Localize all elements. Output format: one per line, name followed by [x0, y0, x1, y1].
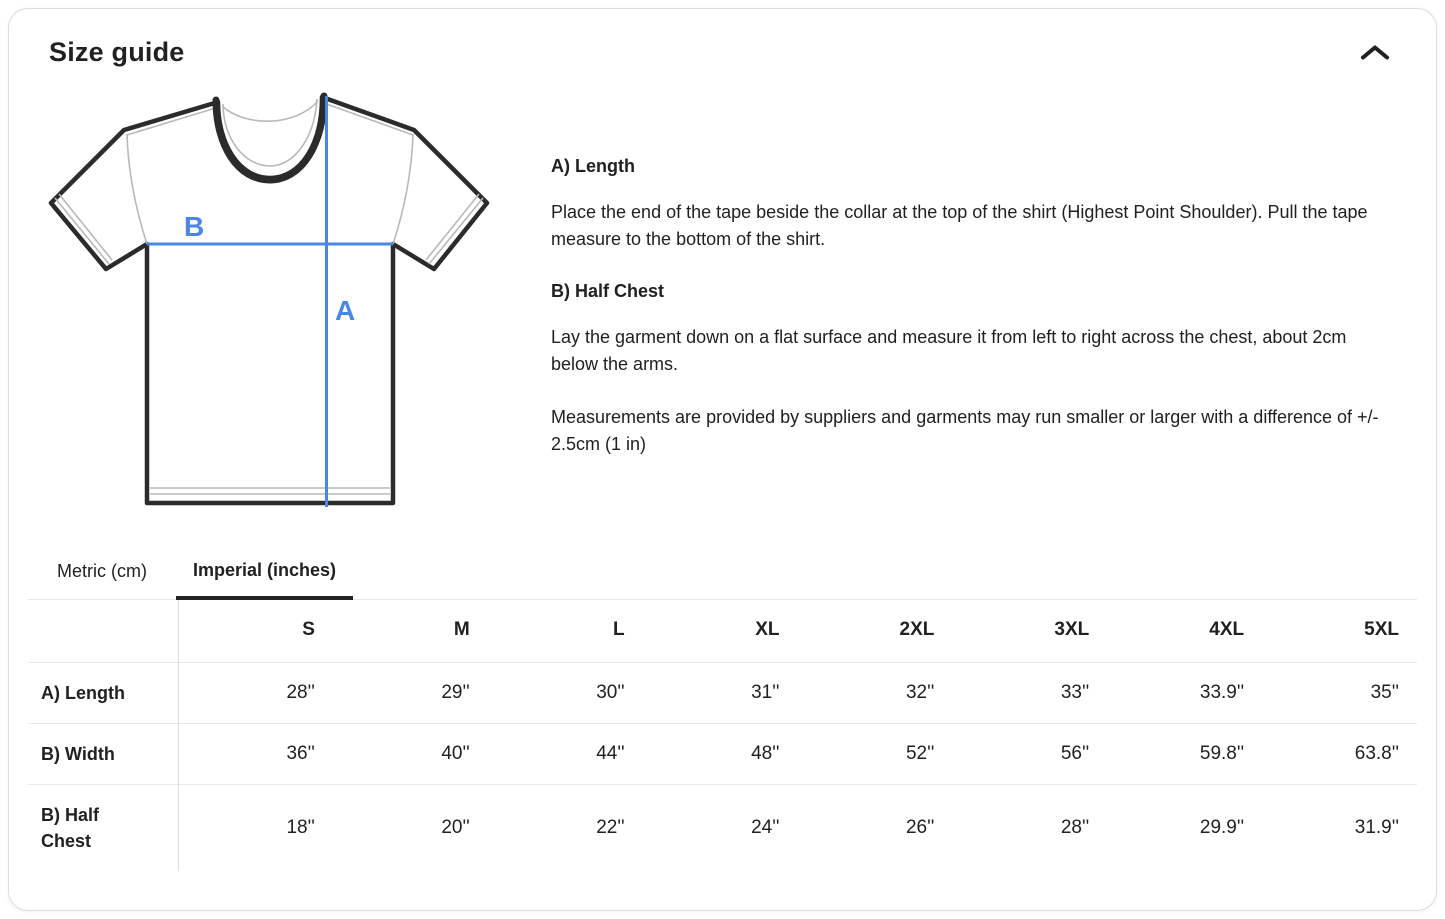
size-column-header: 4XL [1209, 619, 1245, 640]
size-value-cell: 33.9'' [1199, 682, 1245, 703]
size-value-cell: 44'' [596, 743, 625, 764]
size-column-header: S [302, 619, 315, 640]
collar-band [212, 92, 328, 184]
collapse-button[interactable] [1354, 38, 1396, 68]
measurement-lines [147, 96, 393, 507]
size-value-cell: 29'' [441, 682, 470, 703]
chevron-up-icon [1361, 45, 1389, 59]
size-row-label: A) Length [28, 662, 179, 724]
size-table-body: A) Length 28'' 29'' 30'' 31'' 32'' 33'' 33.9'' 3… [28, 662, 1417, 871]
seam-details [54, 98, 484, 495]
instruction-heading-half-chest: B) Half Chest [551, 281, 665, 301]
size-column-header: 2XL [899, 619, 935, 640]
size-table-row: A) Length 28'' 29'' 30'' 31'' 32'' 33'' 33.9'' 3… [28, 662, 1417, 724]
tshirt-diagram: B A [39, 86, 499, 519]
size-value-cell: 48'' [751, 743, 780, 764]
tab-metric[interactable]: Metric (cm) [28, 546, 176, 599]
size-value-cell: 18'' [286, 817, 315, 838]
size-value-cell: 59.8'' [1199, 743, 1245, 764]
size-value-cell: 30'' [596, 682, 625, 703]
size-table-header: S M L XL 2XL 3XL 4XL 5XL [28, 600, 1417, 663]
page-title: Size guide [49, 37, 185, 67]
size-value-cell: 31'' [751, 682, 780, 703]
size-table-corner-cell [28, 600, 179, 663]
size-value-cell: 33'' [1060, 682, 1090, 703]
size-row-label: B) Half Chest [28, 784, 179, 871]
unit-tabs: Metric (cm) Imperial (inches) [28, 545, 1417, 600]
tshirt-outline [48, 94, 490, 506]
size-value-cell: 40'' [441, 743, 470, 764]
measurement-label-b: B [184, 211, 204, 242]
size-column-header: M [453, 619, 470, 640]
measurement-instructions: A) Length Place the end of the tape besi… [551, 82, 1396, 484]
instruction-heading-length: A) Length [551, 156, 635, 176]
size-value-cell: 31.9'' [1354, 817, 1399, 838]
size-guide-content: B A A) Length Place the end of the tape … [9, 82, 1436, 519]
size-value-cell: 63.8'' [1354, 743, 1399, 764]
size-guide-panel: Size guide [8, 8, 1437, 911]
tab-imperial[interactable]: Imperial (inches) [175, 545, 354, 600]
size-column-header: 5XL [1364, 619, 1399, 640]
size-table-row: B) Half Chest 18'' 20'' 22'' 24'' 26'' 28'' 29.… [28, 784, 1417, 871]
size-column-header: L [613, 619, 625, 640]
size-table-row: B) Width 36'' 40'' 44'' 48'' 52'' 56'' 59.8'' 63… [28, 723, 1417, 785]
size-table: S M L XL 2XL 3XL 4XL 5XL A) Length 28'' 29'' 30'' 3… [28, 600, 1417, 871]
size-value-cell: 32'' [905, 682, 935, 703]
size-value-cell: 29.9'' [1199, 817, 1245, 838]
size-row-label: B) Width [28, 723, 179, 785]
size-value-cell: 56'' [1060, 743, 1090, 764]
size-value-cell: 35'' [1370, 682, 1399, 703]
size-guide-header: Size guide [9, 9, 1436, 68]
size-column-header: 3XL [1054, 619, 1090, 640]
size-value-cell: 20'' [441, 817, 470, 838]
instruction-body-length: Place the end of the tape beside the col… [551, 202, 1368, 249]
size-column-header: XL [755, 619, 780, 640]
size-value-cell: 52'' [905, 743, 935, 764]
size-value-cell: 22'' [596, 817, 625, 838]
size-value-cell: 28'' [286, 682, 315, 703]
size-value-cell: 28'' [1060, 817, 1090, 838]
supplier-note: Measurements are provided by suppliers a… [551, 407, 1379, 454]
size-table-header-row: S M L XL 2XL 3XL 4XL 5XL [28, 600, 1417, 663]
measurement-label-a: A [335, 295, 355, 326]
size-value-cell: 36'' [286, 743, 315, 764]
instruction-body-half-chest: Lay the garment down on a flat surface a… [551, 327, 1347, 374]
size-value-cell: 26'' [905, 817, 935, 838]
size-value-cell: 24'' [751, 817, 780, 838]
